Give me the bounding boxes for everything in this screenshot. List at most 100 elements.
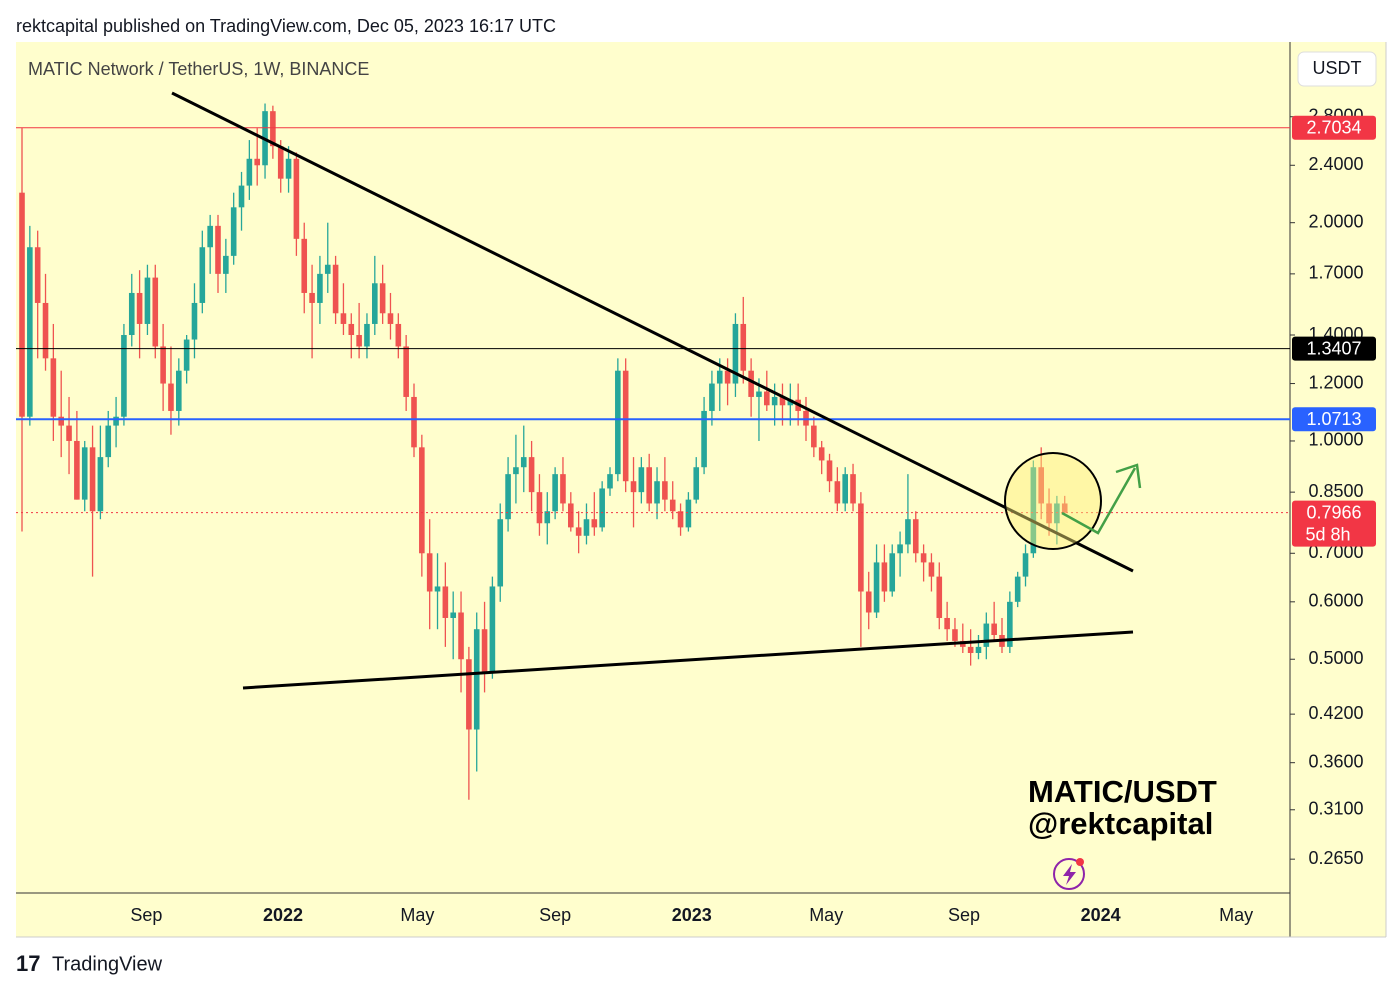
candle-body bbox=[113, 416, 119, 426]
candle-body bbox=[50, 358, 57, 417]
candle-body bbox=[513, 467, 519, 475]
candle-body bbox=[223, 255, 229, 274]
candle-body bbox=[387, 313, 394, 324]
plot bbox=[16, 103, 1290, 800]
price-badge bbox=[1292, 407, 1376, 432]
candle-body bbox=[254, 158, 260, 166]
candle-body bbox=[340, 313, 347, 324]
y-tick-label: 0.3100 bbox=[1308, 799, 1363, 819]
candle-body bbox=[920, 553, 927, 563]
candle-body bbox=[865, 591, 872, 613]
price-badge-label: 1.0713 bbox=[1306, 409, 1361, 429]
candle-body bbox=[764, 391, 770, 406]
candle-body bbox=[591, 519, 598, 528]
candle-body bbox=[842, 474, 848, 504]
candle-body bbox=[1046, 503, 1052, 524]
candle-body bbox=[709, 383, 715, 411]
candle-body bbox=[450, 612, 456, 618]
candle-body bbox=[1038, 467, 1044, 504]
x-tick-label: May bbox=[400, 905, 434, 925]
candle-body bbox=[983, 623, 990, 647]
candle-body bbox=[442, 586, 449, 618]
candle-body bbox=[881, 562, 888, 592]
candle-body bbox=[19, 192, 25, 417]
currency-label[interactable]: USDT bbox=[1313, 58, 1362, 78]
candle-body bbox=[277, 146, 284, 179]
candle-body bbox=[850, 474, 856, 504]
candle-body bbox=[975, 646, 982, 654]
candle-body bbox=[348, 323, 355, 336]
candle-body bbox=[583, 519, 590, 536]
candle-body bbox=[183, 339, 190, 371]
candle-body bbox=[905, 519, 911, 545]
candle-body bbox=[858, 503, 864, 592]
candle-body bbox=[481, 629, 488, 673]
candle-body bbox=[270, 111, 276, 147]
candle-body bbox=[952, 629, 958, 641]
candle-body bbox=[536, 492, 543, 524]
candle-body bbox=[419, 447, 425, 554]
candle-body bbox=[967, 646, 974, 654]
price-badge bbox=[1292, 500, 1376, 547]
arrow-head bbox=[1115, 463, 1142, 489]
candle-body bbox=[787, 399, 794, 406]
candle-body bbox=[638, 467, 645, 493]
candle-body bbox=[246, 158, 253, 186]
candle-body bbox=[332, 264, 339, 314]
y-tick-label: 0.3600 bbox=[1308, 751, 1363, 771]
candle-body bbox=[403, 346, 409, 397]
candle-body bbox=[395, 323, 402, 347]
y-tick-label: 1.7000 bbox=[1308, 263, 1363, 283]
candle-body bbox=[1061, 503, 1068, 513]
candle-body bbox=[654, 481, 660, 504]
chart-title: MATIC Network / TetherUS, 1W, BINANCE bbox=[28, 59, 369, 79]
candle-body bbox=[426, 553, 433, 592]
candle-body bbox=[756, 391, 762, 397]
candle-body bbox=[215, 225, 221, 274]
y-tick-label: 0.5000 bbox=[1308, 648, 1363, 668]
candle-body bbox=[520, 457, 527, 468]
header: rektcapital published on TradingView.com… bbox=[16, 16, 556, 36]
candle-body bbox=[27, 247, 33, 417]
candle-body bbox=[473, 629, 480, 730]
candle-body bbox=[1007, 601, 1013, 647]
candle-body bbox=[568, 503, 574, 528]
candle-body bbox=[685, 499, 692, 528]
candle-body bbox=[748, 370, 754, 397]
candle-body bbox=[356, 335, 362, 347]
annotation: @rektcapital bbox=[1028, 806, 1213, 841]
candle-body bbox=[630, 481, 637, 493]
x-tick-label: 2022 bbox=[263, 905, 303, 925]
candle-body bbox=[379, 283, 386, 314]
candle-body bbox=[669, 499, 676, 512]
candle-body bbox=[176, 370, 182, 411]
candle-body bbox=[615, 370, 621, 475]
candle-body bbox=[324, 264, 331, 274]
candle-body bbox=[301, 238, 308, 293]
candle-body bbox=[434, 586, 441, 592]
candle-body bbox=[411, 396, 417, 448]
candle-body bbox=[152, 277, 159, 347]
highlight-circle bbox=[1004, 452, 1102, 550]
y-tick-label: 1.0000 bbox=[1308, 430, 1363, 450]
x-tick-label: May bbox=[809, 905, 843, 925]
candle-body bbox=[818, 447, 825, 461]
candle-body bbox=[528, 457, 535, 493]
candle-body bbox=[74, 440, 80, 500]
candle-body bbox=[724, 370, 731, 384]
logo-dot bbox=[1076, 858, 1084, 866]
candle-body bbox=[1054, 503, 1060, 524]
x-tick-label: Sep bbox=[539, 905, 571, 925]
candle-body bbox=[779, 396, 786, 406]
annotation: MATIC/USDT bbox=[1028, 774, 1217, 809]
candle-body bbox=[732, 323, 739, 384]
candle-body bbox=[466, 659, 472, 730]
currency-button[interactable] bbox=[1297, 51, 1377, 87]
candle-body bbox=[81, 447, 88, 500]
candle-body bbox=[552, 474, 558, 512]
y-tick-label: 0.8500 bbox=[1308, 481, 1363, 501]
candle-body bbox=[622, 370, 629, 482]
y-tick-label: 1.2000 bbox=[1308, 372, 1363, 392]
candle-body bbox=[811, 425, 817, 448]
